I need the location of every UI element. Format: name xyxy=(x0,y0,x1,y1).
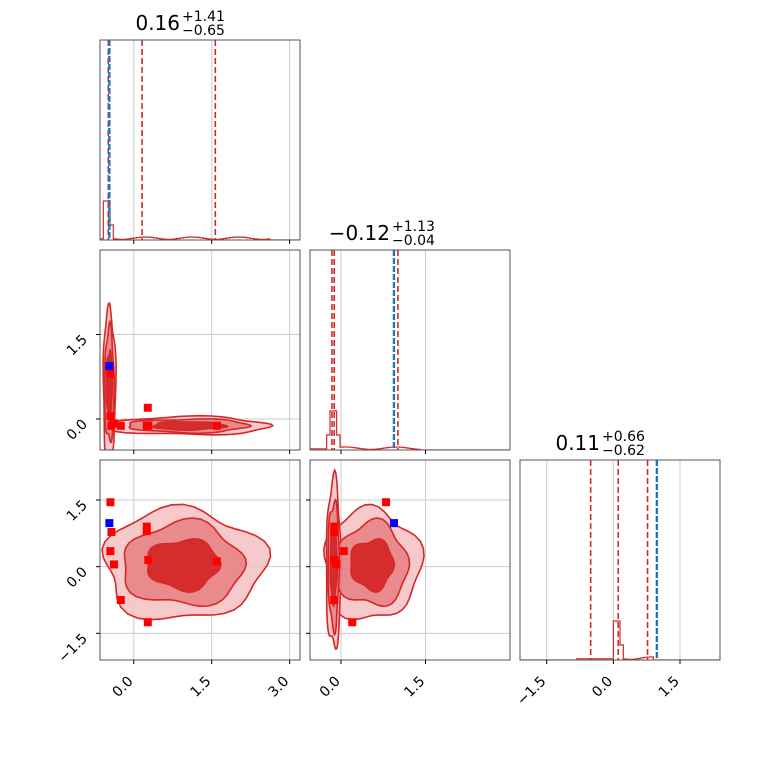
histogram-0 xyxy=(100,200,300,240)
panel-0-0-grid xyxy=(133,40,291,240)
marker-red-1-0-3 xyxy=(116,421,125,430)
panel-2-1-content xyxy=(298,468,425,650)
marker-blue-2-1-0 xyxy=(389,519,398,528)
contour-2-1-2 xyxy=(350,538,396,594)
marker-red-1-0-6 xyxy=(143,454,151,462)
marker-red-1-0-9 xyxy=(142,421,151,430)
panel-title-value-0: 0.16 xyxy=(135,11,180,35)
marker-red-1-0-8 xyxy=(106,369,115,378)
panel-frame-1-0 xyxy=(99,249,301,451)
histogram-2 xyxy=(520,620,720,660)
panel-1-1-content xyxy=(310,250,510,450)
panel-0-0-content xyxy=(100,40,300,240)
panel-title-plus-0: +1.41 xyxy=(182,9,225,25)
panel-title-minus-1: −0.04 xyxy=(392,233,435,249)
panel-2-2-content xyxy=(520,460,720,660)
marker-red-2-0-7 xyxy=(212,557,221,566)
histogram-1 xyxy=(310,410,510,450)
marker-red-2-1-6 xyxy=(298,527,306,535)
panel-frame-2-2 xyxy=(519,459,721,661)
marker-red-1-0-4 xyxy=(143,403,152,412)
x-tick-label-1-1: 1.5 xyxy=(401,674,428,701)
x-tick-label-2-2: 1.5 xyxy=(656,674,683,701)
marker-red-2-1-4 xyxy=(348,618,357,627)
y-tick-label-2-0: −1.5 xyxy=(55,631,90,666)
marker-red-2-0-0 xyxy=(107,528,116,536)
marker-red-2-1-9 xyxy=(330,522,339,531)
panel-frame-1-1 xyxy=(309,249,511,451)
x-tick-label-2-1: 0.0 xyxy=(589,674,616,701)
contour-2-0-2 xyxy=(146,538,222,594)
y-tick-label-2-2: 1.5 xyxy=(64,498,91,525)
panel-title-minus-2: −0.62 xyxy=(602,443,645,459)
marker-red-2-1-7 xyxy=(330,557,339,566)
marker-red-2-0-3 xyxy=(116,596,125,604)
panel-title-plus-1: +1.13 xyxy=(392,219,435,235)
marker-red-2-1-3 xyxy=(330,596,339,604)
panel-title-minus-0: −0.65 xyxy=(182,23,225,39)
marker-red-1-0-7 xyxy=(212,421,221,430)
panel-title-value-1: −0.12 xyxy=(329,221,390,245)
panel-2-0-content xyxy=(101,498,272,627)
marker-blue-1-0-0 xyxy=(105,362,114,371)
panel-frame-2-0 xyxy=(99,459,301,661)
panel-frame-2-1 xyxy=(309,459,511,661)
marker-red-2-1-1 xyxy=(339,547,348,556)
x-tick-label-0-1: 1.5 xyxy=(187,674,214,701)
marker-red-2-1-8 xyxy=(382,498,391,507)
x-tick-label-1-0: 0.0 xyxy=(317,674,344,701)
panel-title-plus-2: +0.66 xyxy=(602,429,645,445)
marker-red-2-0-6 xyxy=(142,527,151,536)
marker-red-2-0-1 xyxy=(106,547,115,556)
marker-blue-2-0-0 xyxy=(105,519,114,528)
panel-1-0-content xyxy=(102,301,274,462)
marker-red-2-0-2 xyxy=(110,560,119,569)
panel-frame-0-0 xyxy=(99,39,301,241)
panel-1-1-grid xyxy=(340,250,426,450)
marker-red-2-0-9 xyxy=(142,522,151,531)
marker-red-2-0-4 xyxy=(143,618,152,627)
y-tick-label-1-1: 1.5 xyxy=(64,332,91,359)
marker-red-1-0-1 xyxy=(106,412,115,421)
y-tick-label-1-0: 0.0 xyxy=(64,417,91,444)
x-tick-label-2-0: −1.5 xyxy=(514,674,549,709)
frames-layer xyxy=(96,39,721,664)
x-tick-label-0-2: 3.0 xyxy=(265,674,292,701)
contour-1-0-2 xyxy=(151,420,230,432)
marker-red-2-0-5 xyxy=(144,556,153,564)
marker-red-2-1-0 xyxy=(330,528,339,536)
data-layer xyxy=(100,40,720,660)
panel-title-value-2: 0.11 xyxy=(555,431,600,455)
x-tick-label-0-0: 0.0 xyxy=(110,674,137,701)
marker-red-2-0-8 xyxy=(106,498,115,507)
marker-red-1-0-2 xyxy=(110,419,119,428)
y-tick-label-2-1: 0.0 xyxy=(64,564,91,591)
